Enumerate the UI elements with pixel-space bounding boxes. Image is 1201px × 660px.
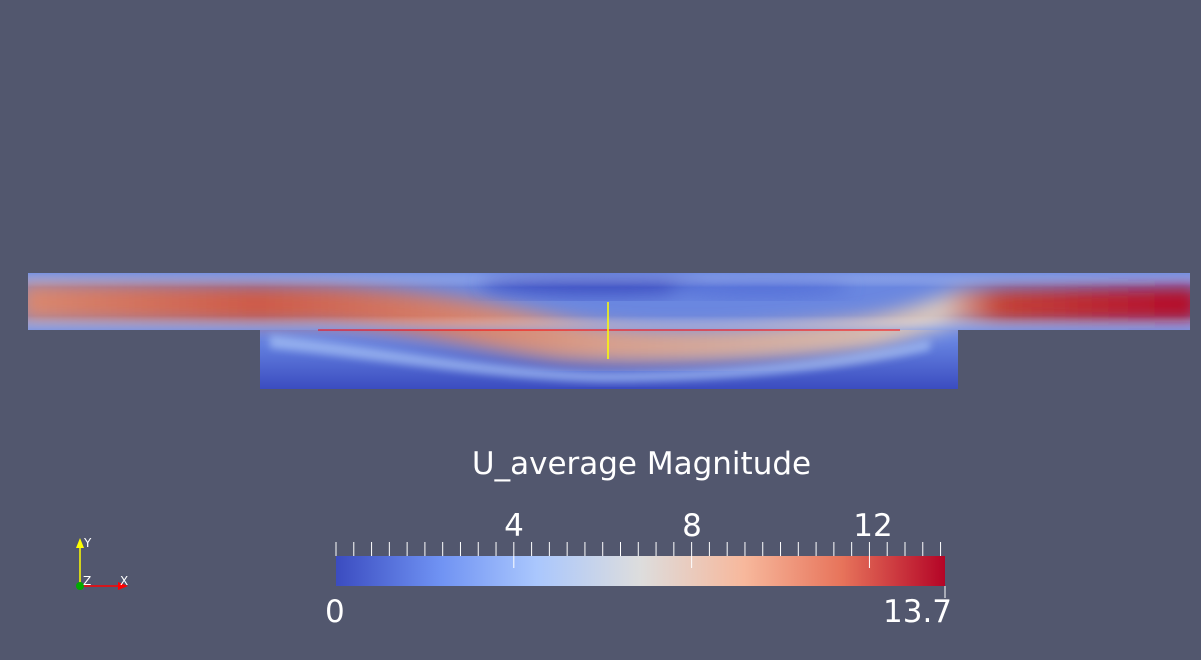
scalar-bar-tick-label: 8 (682, 508, 702, 544)
y-axis-arrowhead (76, 538, 84, 548)
scalar-bar-minor-ticks (335, 542, 942, 556)
scalar-bar-gradient (336, 556, 945, 586)
orientation-axes (76, 538, 128, 590)
x-axis-label: X (120, 574, 129, 588)
scalar-bar-title: U_average Magnitude (471, 446, 812, 482)
flow-field (28, 273, 1190, 389)
x-axis-arrowhead (118, 582, 128, 590)
y-axis-label: Y (84, 536, 92, 550)
z-axis-dot (76, 582, 84, 590)
scalar-bar-tick-label: 4 (504, 508, 524, 544)
z-axis-label: Z (83, 574, 92, 588)
scalar-bar-tick-label: 12 (853, 508, 893, 544)
scalar-bar (335, 542, 946, 598)
scalar-bar-max-label: 13.7 (883, 594, 953, 630)
scalar-bar-min-label: 0 (325, 594, 345, 630)
scalar-bar-major-ticks (513, 556, 870, 568)
